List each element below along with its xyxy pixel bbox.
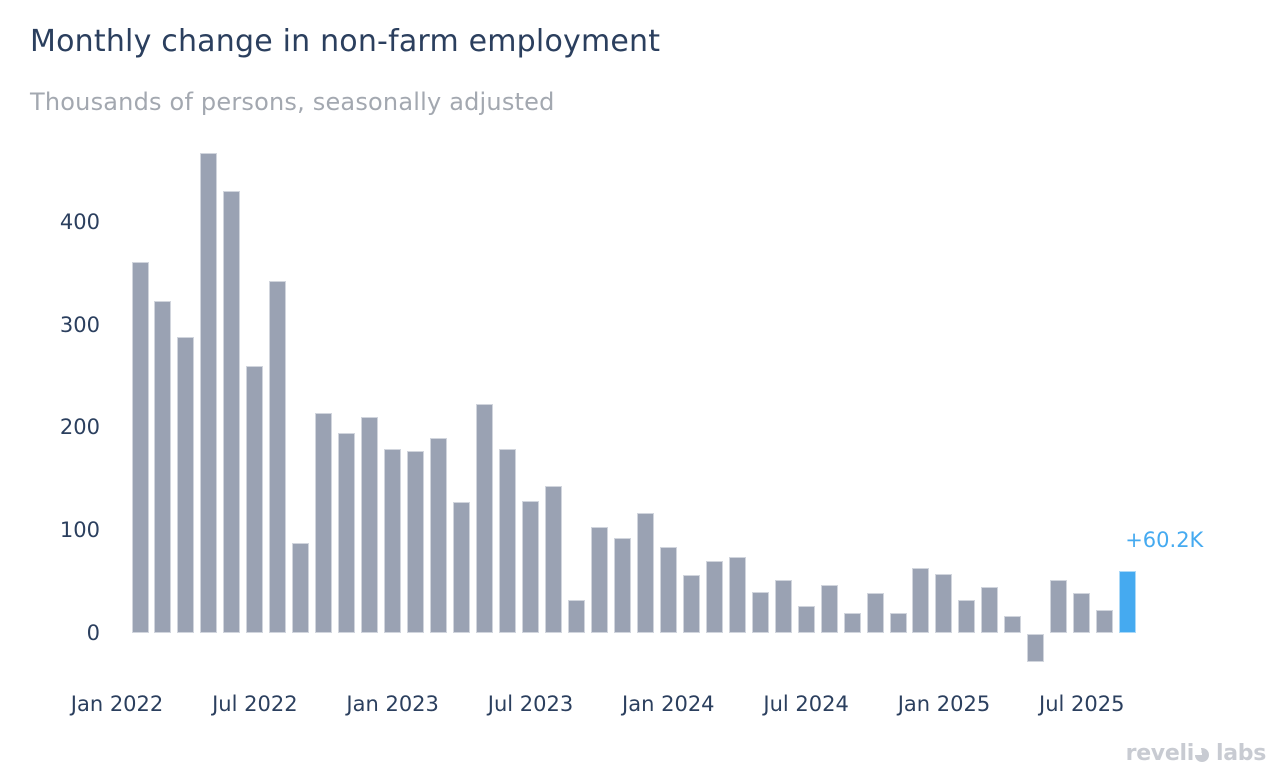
x-axis-tick-jan-2023: Jan 2023	[346, 692, 439, 716]
bar-jun-2024[interactable]	[774, 579, 792, 634]
y-axis-tick-400: 400	[59, 209, 100, 234]
bar-apr-2024[interactable]	[728, 557, 746, 634]
y-axis-tick-200: 200	[59, 415, 100, 440]
bar-mar-2023[interactable]	[430, 437, 448, 634]
bar-feb-2025[interactable]	[958, 600, 976, 634]
bar-nov-2022[interactable]	[338, 432, 356, 634]
bar-aug-2025[interactable]	[1096, 609, 1114, 634]
bar-oct-2023[interactable]	[590, 527, 608, 634]
bar-jun-2023[interactable]	[499, 449, 517, 634]
bar-feb-2024[interactable]	[682, 574, 700, 634]
bar-sep-2022[interactable]	[292, 542, 310, 634]
bar-sep-2025[interactable]	[1119, 571, 1137, 634]
bar-mar-2025[interactable]	[981, 586, 999, 634]
bar-dec-2024[interactable]	[912, 568, 930, 634]
bar-jan-2023[interactable]	[384, 449, 402, 634]
bar-dec-2023[interactable]	[636, 512, 654, 634]
x-axis-tick-jul-2023: Jul 2023	[487, 692, 574, 716]
bar-jun-2025[interactable]	[1050, 579, 1068, 634]
y-axis-tick-0: 0	[86, 621, 100, 646]
bar-nov-2024[interactable]	[889, 612, 907, 634]
bar-apr-2023[interactable]	[453, 501, 471, 634]
bar-mar-2022[interactable]	[154, 300, 172, 634]
revelio-labs-logo: reveli labs	[1125, 741, 1267, 766]
x-axis-tick-jul-2024: Jul 2024	[763, 692, 849, 716]
bar-feb-2022[interactable]	[131, 261, 149, 634]
y-axis-tick-100: 100	[59, 518, 100, 543]
bar-jul-2024[interactable]	[797, 605, 815, 634]
bar-oct-2024[interactable]	[866, 593, 884, 634]
bar-aug-2023[interactable]	[544, 486, 562, 634]
bar-apr-2022[interactable]	[177, 336, 195, 634]
x-axis-tick-jan-2022: Jan 2022	[70, 692, 164, 716]
bar-jul-2023[interactable]	[521, 500, 539, 634]
revelio-pie-o-icon	[1194, 748, 1209, 762]
x-axis-tick-jul-2025: Jul 2025	[1039, 692, 1125, 716]
bar-jun-2022[interactable]	[223, 190, 241, 634]
bar-may-2025[interactable]	[1027, 634, 1045, 663]
bar-may-2022[interactable]	[200, 152, 218, 634]
logo-word-revelio: reveli	[1125, 741, 1195, 766]
bar-sep-2024[interactable]	[843, 612, 861, 634]
logo-word-labs: labs	[1215, 741, 1266, 766]
bar-apr-2025[interactable]	[1004, 615, 1022, 634]
bar-feb-2023[interactable]	[407, 451, 425, 634]
bar-aug-2022[interactable]	[269, 281, 287, 634]
bar-may-2023[interactable]	[476, 403, 494, 634]
x-axis-tick-jan-2025: Jan 2025	[897, 692, 991, 716]
bar-sep-2023[interactable]	[567, 600, 585, 634]
bar-jul-2022[interactable]	[246, 365, 264, 634]
bar-aug-2024[interactable]	[820, 584, 838, 634]
latest-value-annotation: +60.2K	[1125, 528, 1204, 553]
chart-subtitle: Thousands of persons, seasonally adjuste…	[30, 88, 555, 116]
bar-jan-2024[interactable]	[659, 546, 677, 634]
bar-mar-2024[interactable]	[705, 561, 723, 634]
y-axis-tick-300: 300	[59, 312, 100, 337]
bar-nov-2023[interactable]	[613, 537, 631, 634]
x-axis-tick-jan-2024: Jan 2024	[622, 692, 715, 716]
x-axis-tick-jul-2022: Jul 2022	[212, 692, 298, 716]
bar-may-2024[interactable]	[751, 592, 769, 634]
bar-jan-2025[interactable]	[935, 573, 953, 634]
chart-title: Monthly change in non-farm employment	[30, 24, 661, 59]
bar-dec-2022[interactable]	[361, 417, 379, 634]
bar-oct-2022[interactable]	[315, 413, 333, 634]
bar-jul-2025[interactable]	[1073, 593, 1091, 634]
